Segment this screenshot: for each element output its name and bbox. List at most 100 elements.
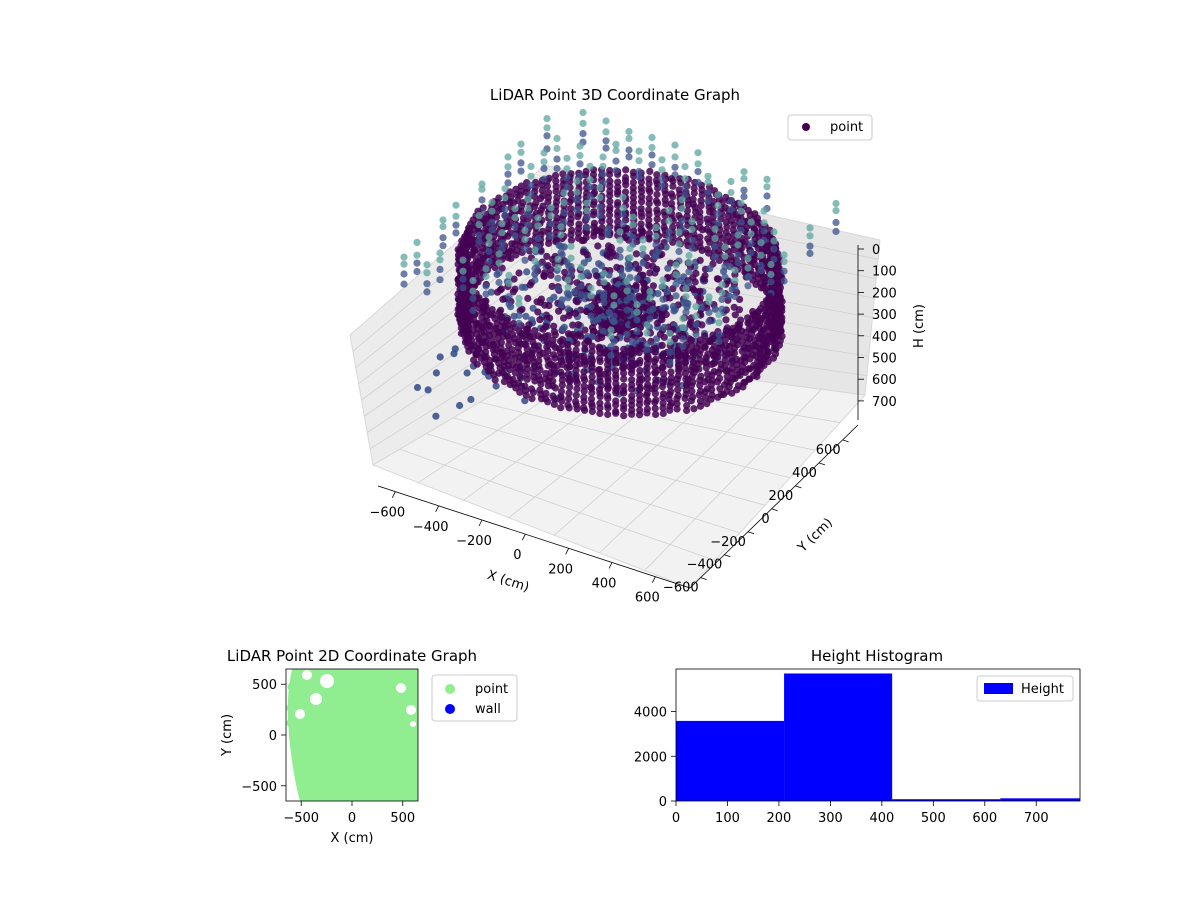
point-3d <box>573 188 581 196</box>
x-tick-label: 0 <box>513 548 521 563</box>
point-3d <box>512 185 520 193</box>
point-3d <box>599 162 607 170</box>
point-3d <box>558 336 567 344</box>
point-3d <box>754 333 763 341</box>
point-3d <box>508 330 517 338</box>
point-3d <box>524 211 532 219</box>
point-3d <box>628 376 636 384</box>
point-3d <box>628 392 636 400</box>
point-3d <box>600 290 608 298</box>
point-3d <box>616 310 624 318</box>
point-3d <box>694 149 702 157</box>
point-3d <box>475 238 483 246</box>
point-3d <box>439 223 447 231</box>
point-3d <box>667 175 675 183</box>
point-3d <box>413 238 421 246</box>
histogram-ticks: 0 100 200 300 400 500 600 700 0 2000 4000 <box>634 706 1049 826</box>
point-3d <box>806 224 814 232</box>
point-3d <box>567 196 576 204</box>
point-3d <box>635 157 643 165</box>
point-3d <box>535 357 543 365</box>
x-tick-label-hist: 600 <box>972 811 997 826</box>
point-3d <box>747 249 755 257</box>
point-3d <box>617 320 625 328</box>
point-3d <box>531 246 539 254</box>
point-3d <box>572 346 580 354</box>
point-3d <box>439 234 447 242</box>
point-3d <box>703 245 711 253</box>
point-3d <box>564 294 572 302</box>
point-3d <box>633 308 641 316</box>
point-3d <box>550 328 559 336</box>
point-3d <box>626 244 634 253</box>
point-3d <box>557 242 565 250</box>
point-3d <box>731 276 739 284</box>
point-3d <box>648 133 656 142</box>
point-3d <box>540 149 548 157</box>
point-3d <box>714 219 722 227</box>
point-3d <box>722 316 730 324</box>
point-3d <box>564 305 572 313</box>
point-3d <box>511 213 519 221</box>
point-3d <box>653 319 662 327</box>
point-3d <box>646 294 654 302</box>
point-3d <box>531 270 539 278</box>
point-3d <box>539 227 547 235</box>
point-3d <box>555 307 563 315</box>
point-3d <box>689 195 697 203</box>
point-3d <box>485 239 493 247</box>
point-3d <box>666 294 674 302</box>
point-3d <box>527 181 535 189</box>
point-3d <box>696 346 705 355</box>
point-3d <box>566 363 574 371</box>
point-3d <box>643 405 652 413</box>
point-3d <box>515 338 523 346</box>
point-3d <box>505 279 513 287</box>
point-3d <box>644 397 652 405</box>
point-3d <box>577 290 585 298</box>
point-3d <box>564 276 572 284</box>
point-3d <box>587 284 595 292</box>
point-3d <box>607 343 615 351</box>
point-3d <box>504 153 512 161</box>
point-3d <box>610 312 618 320</box>
point-3d <box>628 345 636 353</box>
point-3d <box>572 398 580 406</box>
point-3d <box>663 288 671 296</box>
point-3d <box>529 338 537 346</box>
point-3d <box>459 256 467 264</box>
point-3d <box>580 373 588 381</box>
point-3d <box>587 292 595 300</box>
point-3d <box>734 231 742 239</box>
point-3d <box>744 365 753 373</box>
point-3d <box>587 395 596 403</box>
point-3d <box>704 172 712 180</box>
point-2d <box>286 718 296 728</box>
point-3d <box>501 194 509 202</box>
point-3d <box>549 392 557 400</box>
point-3d <box>666 329 674 338</box>
point-3d <box>501 185 509 193</box>
point-3d <box>718 289 726 297</box>
point-3d <box>508 240 516 248</box>
y-tick-label-2d: 0 <box>269 729 277 744</box>
point-3d <box>523 268 531 276</box>
point-3d <box>704 178 712 186</box>
point-3d <box>598 333 606 342</box>
point-3d <box>614 178 622 186</box>
point-3d <box>716 385 724 393</box>
grid-line <box>479 401 791 479</box>
point-3d <box>696 402 705 410</box>
point-3d <box>632 250 641 258</box>
z-tick-label: 400 <box>872 330 897 345</box>
point-gap <box>310 693 322 705</box>
point-3d <box>645 234 653 242</box>
point-3d <box>637 184 645 192</box>
point-3d <box>532 199 540 207</box>
x-axis-label-3d: X (cm) <box>485 568 531 596</box>
z-tick-label: 700 <box>872 395 897 410</box>
point-3d <box>620 412 628 420</box>
point-3d <box>696 381 704 389</box>
point-3d <box>681 369 689 377</box>
point-3d <box>704 350 712 358</box>
